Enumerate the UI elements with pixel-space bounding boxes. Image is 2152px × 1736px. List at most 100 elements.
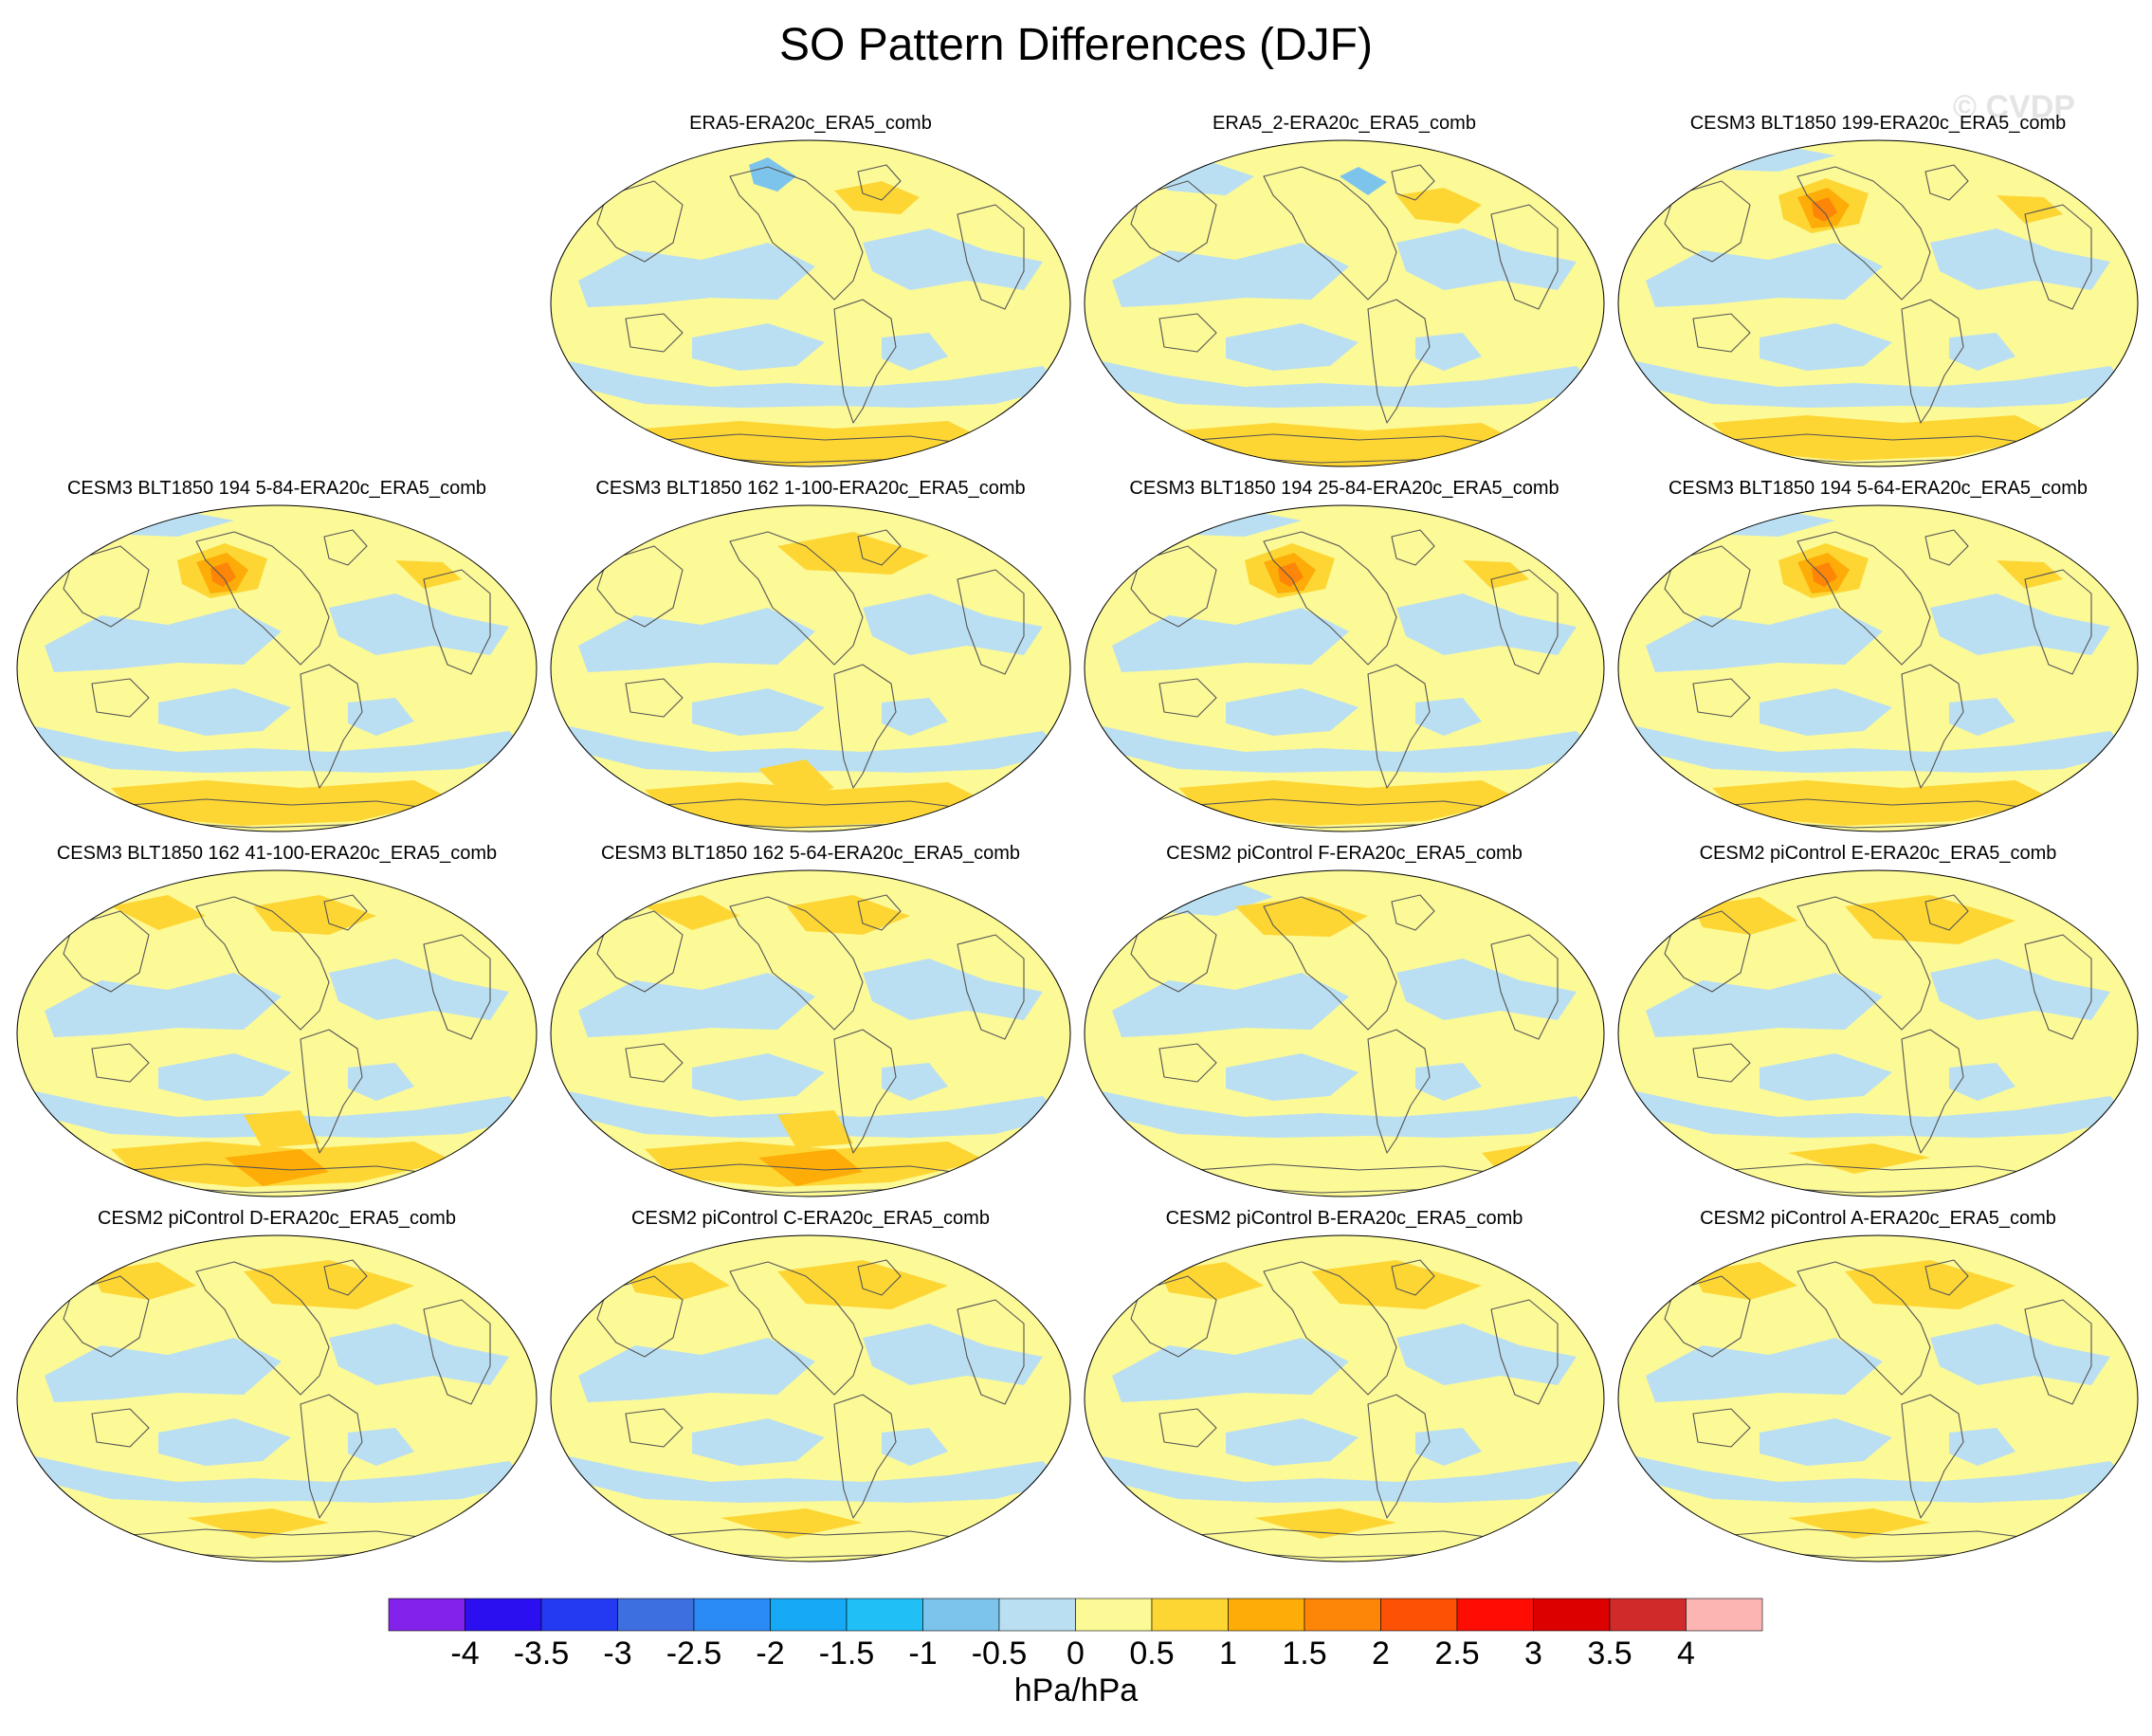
coastline xyxy=(1924,529,1969,566)
coastline xyxy=(300,1029,363,1154)
coastline xyxy=(91,1408,150,1448)
coastline xyxy=(625,678,684,718)
negative-anomaly-region xyxy=(348,1063,414,1101)
map-panel xyxy=(16,504,538,832)
map-border xyxy=(550,139,1071,467)
colorbar-swatch xyxy=(1686,1598,1763,1632)
positive-anomaly-region xyxy=(645,895,739,930)
colorbar-tick-label: -2.5 xyxy=(666,1635,722,1672)
negative-anomaly-region xyxy=(329,959,509,1020)
coastline xyxy=(857,529,902,566)
negative-anomaly-region xyxy=(158,688,291,736)
panel-title: CESM2 piControl C-ERA20c_ERA5_comb xyxy=(631,1208,990,1229)
negative-anomaly-region xyxy=(1226,1418,1359,1466)
map-border xyxy=(1617,869,2139,1197)
figure-title: SO Pattern Differences (DJF) xyxy=(779,20,1373,70)
map-panel xyxy=(1084,139,1605,467)
map-panel xyxy=(16,869,538,1197)
coastline xyxy=(1263,166,1397,301)
negative-anomaly-region xyxy=(158,1418,291,1466)
coastline xyxy=(729,896,864,1031)
coastline xyxy=(1391,529,1435,566)
coastline xyxy=(1263,1261,1397,1396)
negative-anomaly-region xyxy=(1646,608,1883,672)
coastline xyxy=(1664,910,1751,993)
map-border xyxy=(1084,1234,1605,1562)
negative-anomaly-region xyxy=(348,698,414,736)
negative-anomaly-region xyxy=(882,333,948,371)
map-panel xyxy=(550,139,1071,467)
positive-anomaly-region xyxy=(244,1110,319,1148)
coastline xyxy=(423,934,491,1040)
negative-anomaly-region xyxy=(1949,1063,2015,1101)
negative-anomaly-region xyxy=(1949,333,2015,371)
strong-positive-anomaly-region xyxy=(225,1149,329,1186)
negative-anomaly-region xyxy=(1415,1428,1482,1466)
panel-title: CESM2 piControl E-ERA20c_ERA5_comb xyxy=(1699,843,2057,864)
coastline xyxy=(1664,1275,1751,1358)
negative-anomaly-region xyxy=(882,1428,948,1466)
coastline xyxy=(1367,299,1431,424)
coastline xyxy=(1692,1043,1751,1083)
coastline xyxy=(1130,910,1217,993)
peak-positive-anomaly-region xyxy=(1278,562,1304,587)
negative-anomaly-region xyxy=(1226,1053,1359,1101)
coastline xyxy=(323,894,368,931)
coastline xyxy=(833,1394,897,1519)
peak-positive-anomaly-region xyxy=(210,562,236,587)
positive-anomaly-region xyxy=(253,895,376,935)
map-border xyxy=(16,869,538,1197)
coastline xyxy=(1263,896,1397,1031)
negative-anomaly-region xyxy=(1949,1428,2015,1466)
negative-anomaly-region xyxy=(1636,1091,2129,1138)
coastline xyxy=(2024,569,2092,675)
positive-anomaly-region xyxy=(187,1508,329,1539)
colorbar-tick-label: -1.5 xyxy=(818,1635,875,1672)
positive-anomaly-region xyxy=(1997,195,2063,224)
colorbar-swatch xyxy=(693,1598,771,1632)
positive-anomaly-region xyxy=(1788,1143,1930,1174)
negative-anomaly-region xyxy=(1112,243,1349,307)
positive-anomaly-region xyxy=(1178,780,1520,826)
coastline xyxy=(1367,664,1431,789)
coastline xyxy=(1901,1029,1964,1154)
negative-anomaly-region xyxy=(882,698,948,736)
colorbar-tick-label: 4 xyxy=(1677,1635,1695,1672)
negative-anomaly-region xyxy=(329,1324,509,1385)
negative-anomaly-region xyxy=(1396,1324,1577,1385)
positive-anomaly-region xyxy=(1845,895,2015,944)
coastline xyxy=(1664,545,1751,628)
positive-anomaly-region xyxy=(645,421,986,466)
negative-anomaly-region xyxy=(1112,973,1349,1037)
negative-anomaly-region xyxy=(1760,323,1892,371)
coastline xyxy=(1692,678,1751,718)
negative-anomaly-region xyxy=(45,1338,282,1402)
coastline xyxy=(1664,180,1751,263)
map-panel xyxy=(1084,1234,1605,1562)
coastline xyxy=(1130,180,1217,263)
peak-positive-anomaly-region xyxy=(1812,197,1837,222)
negative-anomaly-region xyxy=(348,1428,414,1466)
colorbar-swatch xyxy=(465,1598,542,1632)
negative-anomaly-region xyxy=(882,1063,948,1101)
map-border xyxy=(1617,504,2139,832)
coastline xyxy=(1692,313,1751,353)
positive-anomaly-region xyxy=(244,1260,414,1309)
positive-anomaly-region xyxy=(758,759,834,797)
coastline xyxy=(833,299,897,424)
coastline xyxy=(857,1259,902,1296)
coastline xyxy=(63,1275,150,1358)
coastline xyxy=(2024,204,2092,310)
coastline xyxy=(1924,894,1969,931)
coastline xyxy=(2024,1299,2092,1405)
map-panel xyxy=(550,869,1071,1197)
negative-anomaly-region xyxy=(45,973,282,1037)
map-panel xyxy=(1617,869,2139,1197)
colorbar-swatch xyxy=(922,1598,1000,1632)
panel-title: CESM3 BLT1850 162 1-100-ERA20c_ERA5_comb xyxy=(595,478,1026,499)
coastline xyxy=(1901,664,1964,789)
coastline xyxy=(957,934,1025,1040)
panel-title: ERA5_2-ERA20c_ERA5_comb xyxy=(1213,113,1476,134)
coastline xyxy=(1490,569,1559,675)
colorbar-tick-label: 2.5 xyxy=(1434,1635,1480,1672)
